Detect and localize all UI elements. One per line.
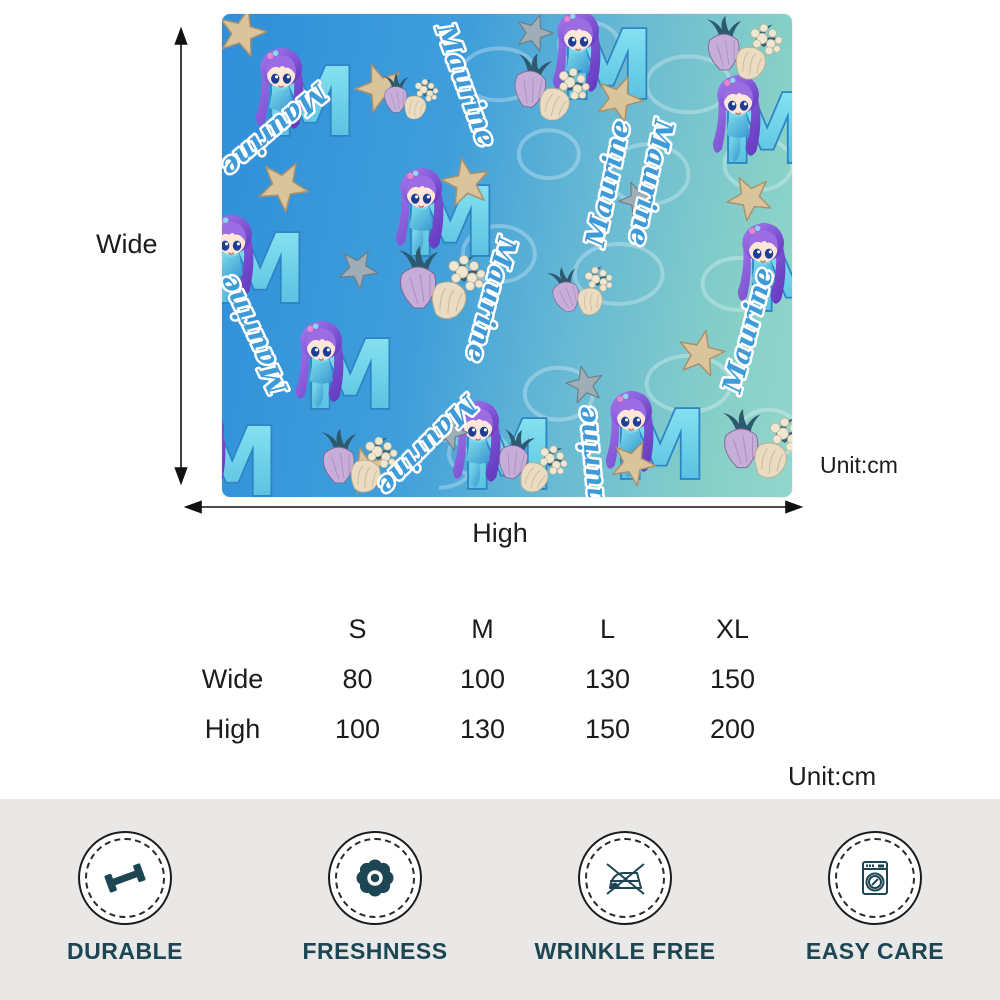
- feature-wrinkle-free: WRINKLE FREE: [500, 799, 750, 1000]
- unit-label-diagram: Unit:cm: [820, 452, 898, 478]
- feature-label: WRINKLE FREE: [534, 938, 716, 964]
- shell-cluster-icon: [507, 49, 594, 127]
- table-corner-cell: [170, 612, 295, 646]
- feature-badge: [578, 831, 672, 925]
- high-label: High: [472, 518, 528, 548]
- dumbbell-icon: [104, 863, 146, 893]
- shell-cluster-icon: [545, 256, 620, 323]
- feature-badge: [78, 831, 172, 925]
- size-value: 80: [342, 663, 373, 694]
- feature-durable: DURABLE: [0, 799, 250, 1000]
- shell-cluster-icon: [705, 15, 783, 80]
- feature-easy-care: EASY CARE: [750, 799, 1000, 1000]
- size-table: S M L XL Wide 80 100 130 150 High 100 13…: [170, 612, 795, 746]
- feature-freshness: FRESHNESS: [250, 799, 500, 1000]
- size-value: 100: [459, 663, 506, 694]
- size-row-label: High: [204, 713, 261, 744]
- size-value: 150: [709, 663, 756, 694]
- size-value: 200: [709, 713, 756, 744]
- feature-badge: [328, 831, 422, 925]
- washing-machine-icon: [862, 861, 888, 895]
- shell-cluster-icon: [382, 72, 439, 120]
- flower-icon: [356, 859, 394, 897]
- size-row-label: Wide: [201, 663, 264, 694]
- features-bar: DURABLE FRESHNESS: [0, 799, 1000, 1000]
- shell-cluster-icon: [721, 408, 792, 479]
- no-iron-icon: [606, 863, 645, 895]
- starfish-icon: [331, 240, 387, 295]
- shell-cluster-icon: [490, 425, 574, 497]
- mermaid-doll-motif: [222, 405, 282, 497]
- size-value: 150: [584, 713, 631, 744]
- size-value: 100: [334, 713, 381, 744]
- feature-badge: [828, 831, 922, 925]
- size-col-header: S: [348, 613, 367, 644]
- wide-label: Wide: [96, 229, 158, 259]
- size-col-header: L: [599, 613, 616, 644]
- starfish-icon: [436, 152, 495, 209]
- feature-label: DURABLE: [67, 938, 183, 964]
- feature-label: FRESHNESS: [302, 938, 448, 964]
- size-value: 130: [584, 663, 631, 694]
- feature-label: EASY CARE: [805, 938, 945, 964]
- unit-label-table: Unit:cm: [788, 761, 877, 791]
- size-col-header: M: [471, 613, 494, 644]
- starfish-icon: [561, 360, 608, 406]
- size-value: 130: [459, 713, 506, 744]
- blanket-preview: Maurine Maurine Maurine Maurine Maurine …: [222, 14, 792, 497]
- size-col-header: XL: [715, 613, 750, 644]
